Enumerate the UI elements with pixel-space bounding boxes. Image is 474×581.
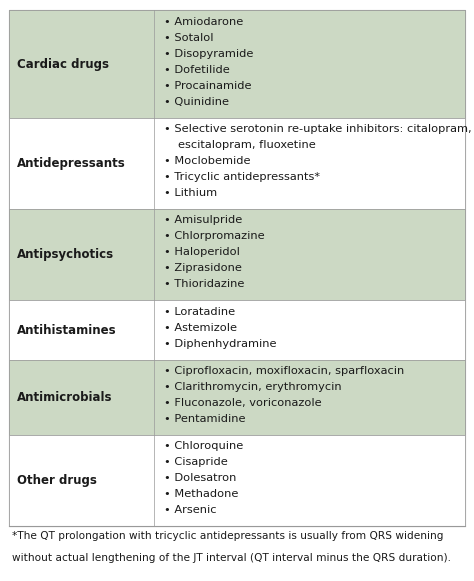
Text: • Loratadine: • Loratadine: [164, 307, 235, 317]
Text: *The QT prolongation with tricyclic antidepressants is usually from QRS widening: *The QT prolongation with tricyclic anti…: [12, 531, 443, 541]
Text: • Fluconazole, voriconazole: • Fluconazole, voriconazole: [164, 398, 321, 408]
Text: • Procainamide: • Procainamide: [164, 81, 251, 91]
Text: • Pentamidine: • Pentamidine: [164, 414, 245, 424]
Bar: [9, 209, 465, 300]
Text: • Moclobemide: • Moclobemide: [164, 156, 250, 166]
Text: Antimicrobials: Antimicrobials: [17, 391, 112, 404]
Text: • Cisapride: • Cisapride: [164, 457, 227, 467]
Text: • Thioridazine: • Thioridazine: [164, 279, 244, 289]
Text: Antipsychotics: Antipsychotics: [17, 248, 114, 261]
Text: • Amiodarone: • Amiodarone: [164, 16, 243, 27]
Text: without actual lengthening of the JT interval (QT interval minus the QRS duratio: without actual lengthening of the JT int…: [12, 553, 451, 563]
Text: • Ziprasidone: • Ziprasidone: [164, 263, 241, 273]
Text: • Dolesatron: • Dolesatron: [164, 473, 236, 483]
Text: • Methadone: • Methadone: [164, 489, 238, 499]
Text: • Quinidine: • Quinidine: [164, 96, 228, 107]
Text: • Ciprofloxacin, moxifloxacin, sparfloxacin: • Ciprofloxacin, moxifloxacin, sparfloxa…: [164, 366, 404, 376]
Text: • Lithium: • Lithium: [164, 188, 217, 198]
Text: Antidepressants: Antidepressants: [17, 157, 125, 170]
Bar: [9, 435, 465, 526]
Text: • Dofetilide: • Dofetilide: [164, 64, 229, 74]
Text: • Diphenhydramine: • Diphenhydramine: [164, 339, 276, 349]
Text: Cardiac drugs: Cardiac drugs: [17, 58, 109, 71]
Text: • Selective serotonin re-uptake inhibitors: citalopram,: • Selective serotonin re-uptake inhibito…: [164, 124, 471, 134]
Text: • Astemizole: • Astemizole: [164, 322, 237, 332]
Text: • Clarithromycin, erythromycin: • Clarithromycin, erythromycin: [164, 382, 341, 392]
Text: • Haloperidol: • Haloperidol: [164, 248, 239, 257]
Text: • Sotalol: • Sotalol: [164, 33, 213, 42]
Text: • Disopyramide: • Disopyramide: [164, 49, 253, 59]
Text: Antihistamines: Antihistamines: [17, 324, 116, 336]
Text: • Tricyclic antidepressants*: • Tricyclic antidepressants*: [164, 172, 319, 182]
Bar: [9, 118, 465, 209]
Text: Other drugs: Other drugs: [17, 474, 97, 487]
Bar: [9, 300, 465, 360]
Text: • Amisulpride: • Amisulpride: [164, 215, 242, 225]
Bar: [9, 360, 465, 435]
Bar: [9, 10, 465, 526]
Bar: [9, 10, 465, 118]
Text: • Arsenic: • Arsenic: [164, 505, 216, 515]
Text: • Chlorpromazine: • Chlorpromazine: [164, 231, 264, 241]
Text: • Chloroquine: • Chloroquine: [164, 441, 243, 451]
Text: escitalopram, fluoxetine: escitalopram, fluoxetine: [178, 140, 316, 150]
